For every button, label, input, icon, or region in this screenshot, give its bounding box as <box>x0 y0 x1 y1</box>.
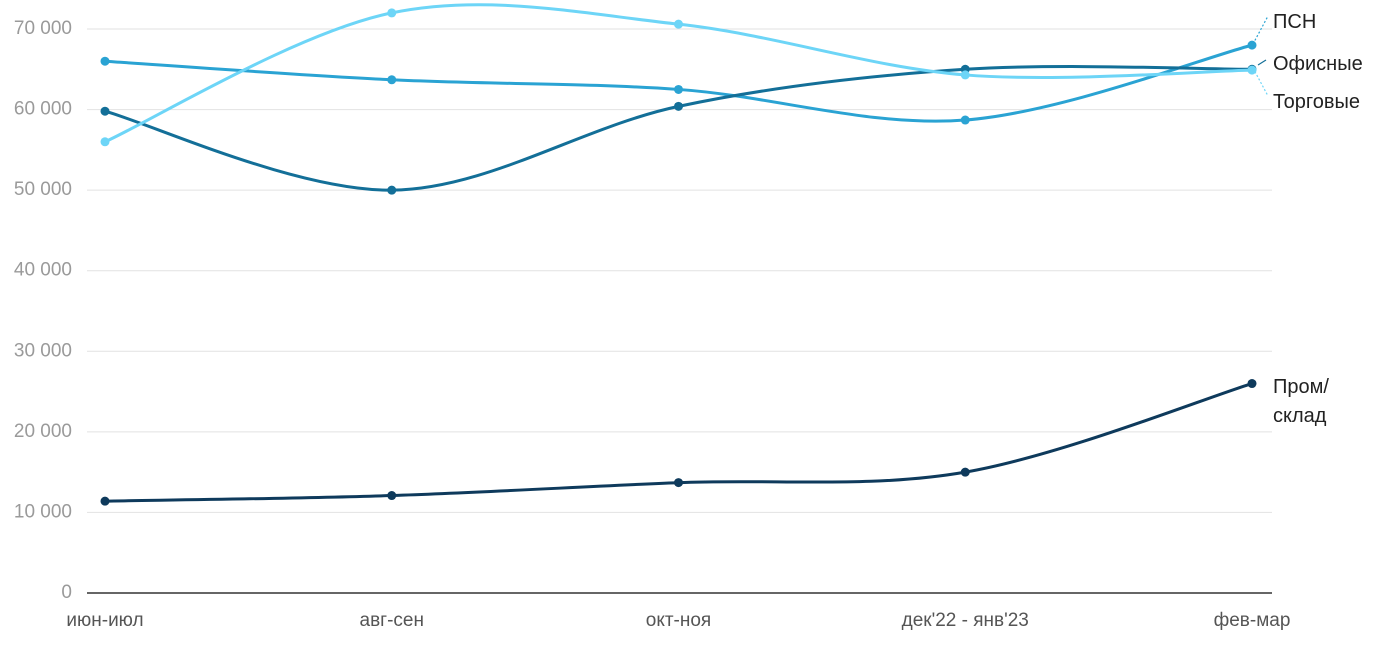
data-point <box>960 115 970 125</box>
leader-line <box>1257 59 1267 66</box>
x-tick-label: окт-ноя <box>646 610 711 631</box>
y-tick-label: 40 000 <box>14 260 72 281</box>
y-tick-label: 30 000 <box>14 340 72 361</box>
x-tick-label: фев-мар <box>1214 610 1291 631</box>
y-tick-label: 0 <box>61 582 72 603</box>
leader-line <box>1252 15 1269 45</box>
y-tick-label: 60 000 <box>14 99 72 120</box>
data-point <box>1247 379 1257 389</box>
x-tick-label: дек'22 - янв'23 <box>902 610 1029 631</box>
legend-label: Пром/ склад <box>1273 376 1329 427</box>
data-point <box>100 496 110 506</box>
data-point <box>674 84 683 94</box>
data-point <box>387 75 397 85</box>
leader-line <box>1252 67 1269 97</box>
data-point <box>100 106 110 116</box>
data-point <box>1247 65 1257 75</box>
y-tick-label: 50 000 <box>14 179 72 200</box>
data-point <box>1247 40 1257 50</box>
y-tick-label: 70 000 <box>14 18 72 39</box>
data-point <box>387 491 397 501</box>
y-tick-label: 20 000 <box>14 421 72 442</box>
data-point <box>387 8 397 18</box>
data-point <box>100 56 110 66</box>
legend-label: ПСН <box>1273 11 1317 33</box>
data-point <box>960 467 970 477</box>
x-tick-label: авг-сен <box>360 610 424 631</box>
data-point <box>960 70 970 80</box>
data-point <box>674 101 683 111</box>
data-point <box>674 19 683 29</box>
legend-label: Офисные <box>1273 53 1363 75</box>
data-point <box>674 478 683 488</box>
x-tick-label: июн-июл <box>66 610 143 631</box>
data-point <box>100 137 110 147</box>
data-point <box>387 185 397 195</box>
legend-label: Торговые <box>1273 91 1361 113</box>
y-tick-label: 10 000 <box>14 501 72 522</box>
